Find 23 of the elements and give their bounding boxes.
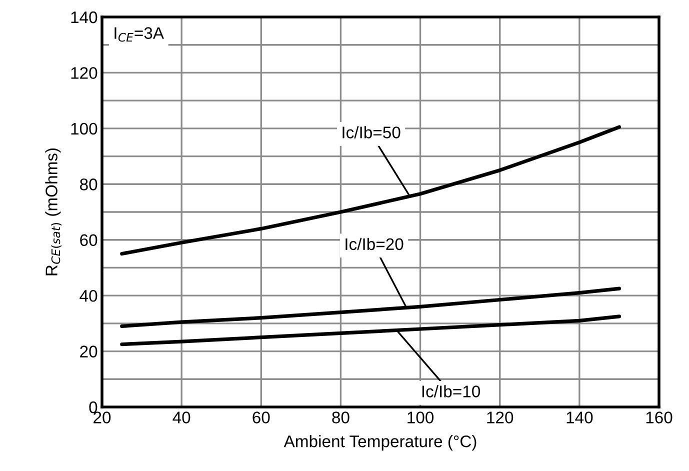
y-axis-title: R$_{CE(sat)}$ (mOhms) [45, 148, 62, 276]
y-tick-label: 100 [71, 122, 98, 135]
y-tick-label: 80 [80, 178, 98, 190]
y-tick-label: 20 [80, 346, 98, 358]
x-tick-label: 80 [332, 412, 350, 424]
x-tick-label: 20 [94, 412, 111, 424]
x-axis-title: Ambient Temperature (°C) [284, 435, 476, 451]
x-tick-label: 140 [566, 412, 593, 424]
annotation: I$_{CE}$=3A [114, 27, 164, 42]
y-tick-label: 140 [71, 11, 98, 24]
annotation: Ic/Ib=50 [342, 126, 400, 138]
annotation: Ic/Ib=10 [422, 385, 480, 398]
y-tick-label: 40 [80, 290, 98, 302]
x-tick-label: 120 [487, 412, 514, 424]
annotation: Ic/Ib=20 [346, 238, 404, 250]
y-tick-label: 120 [71, 67, 98, 79]
x-tick-label: 160 [646, 412, 672, 424]
y-tick-label: 0 [89, 401, 98, 414]
line-series [120, 125, 622, 256]
x-tick-label: 60 [252, 412, 270, 424]
x-tick-label: 40 [172, 412, 190, 424]
x-tick-label: 100 [408, 412, 434, 424]
y-tick-label: 60 [80, 234, 98, 246]
